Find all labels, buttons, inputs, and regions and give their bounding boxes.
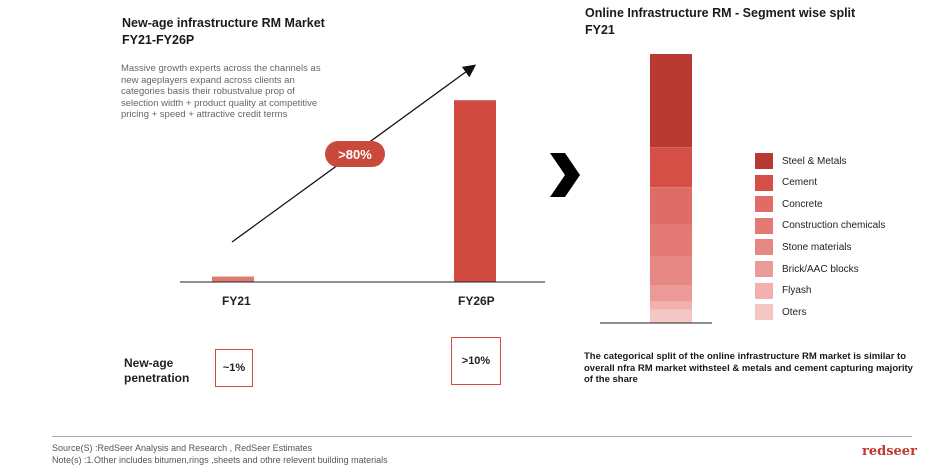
legend-swatch (755, 282, 773, 299)
left-bar-chart (180, 64, 545, 283)
legend-label: Brick/AAC blocks (782, 263, 859, 275)
bar-fy26p (454, 100, 496, 282)
segment-cement (650, 147, 692, 188)
penetration-fy21-box: ~1% (215, 349, 253, 387)
footer-note: Note(s) :1.Other includes bitumen,rings … (52, 455, 388, 465)
footer-source: Source(S) :RedSeer Analysis and Research… (52, 443, 313, 453)
legend-swatch (755, 153, 773, 169)
growth-description: Massive growth experts across the channe… (121, 63, 321, 121)
penetration-label-line1: New-age (124, 356, 174, 370)
legend-swatch (755, 304, 773, 321)
footer-divider (52, 436, 912, 437)
legend-swatch (755, 217, 773, 234)
legend-label: Concrete (782, 198, 823, 210)
legend-item: Oters (755, 304, 807, 321)
penetration-fy26p-box: >10% (451, 337, 501, 385)
penetration-label: New-age penetration (124, 356, 189, 386)
left-chart-title: New-age infrastructure RM Market FY21-FY… (122, 15, 325, 49)
legend-label: Flyash (782, 285, 812, 297)
legend-swatch (755, 196, 773, 213)
legend-swatch (755, 174, 773, 191)
bar-fy21 (212, 276, 254, 282)
footer-notes: Source(S) :RedSeer Analysis and Research… (52, 442, 388, 466)
left-title-line1: New-age infrastructure RM Market (122, 16, 325, 30)
redseer-logo: redseer (862, 444, 917, 459)
legend-item: Brick/AAC blocks (755, 261, 859, 277)
right-title-line1: Online Infrastructure RM - Segment wise … (585, 6, 856, 20)
chevron-right-icon (550, 153, 580, 197)
legend-swatch (755, 261, 773, 277)
legend-label: Oters (782, 306, 807, 318)
penetration-label-line2: penetration (124, 371, 190, 385)
legend-swatch (755, 239, 773, 256)
segment-brick-aac-blocks (650, 285, 692, 302)
legend-label: Steel & Metals (782, 155, 847, 167)
segment-concrete (650, 187, 692, 225)
legend-item: Stone materials (755, 239, 852, 256)
segment-construction-chemicals (650, 224, 692, 257)
stacked-bar-chart (600, 54, 712, 324)
legend-item: Cement (755, 174, 818, 191)
category-label-fy21: FY21 (222, 294, 251, 308)
segment-steel-metals (650, 54, 692, 148)
legend-label: Cement (782, 177, 818, 189)
right-chart-title: Online Infrastructure RM - Segment wise … (585, 5, 855, 39)
legend-item: Construction chemicals (755, 217, 886, 234)
legend-item: Steel & Metals (755, 153, 846, 169)
segment-note: The categorical split of the online infr… (584, 351, 913, 385)
left-title-line2: FY21-FY26P (122, 33, 195, 47)
legend-label: Stone materials (782, 241, 852, 253)
category-label-fy26p: FY26P (458, 294, 495, 308)
legend-item: Concrete (755, 196, 823, 213)
growth-badge: >80% (325, 141, 385, 167)
legend-item: Flyash (755, 282, 812, 299)
segment-flyash (650, 301, 692, 310)
right-title-line2: FY21 (585, 23, 615, 37)
legend-label: Construction chemicals (782, 220, 886, 232)
segment-oters (650, 309, 692, 323)
segment-stone-materials (650, 256, 692, 286)
